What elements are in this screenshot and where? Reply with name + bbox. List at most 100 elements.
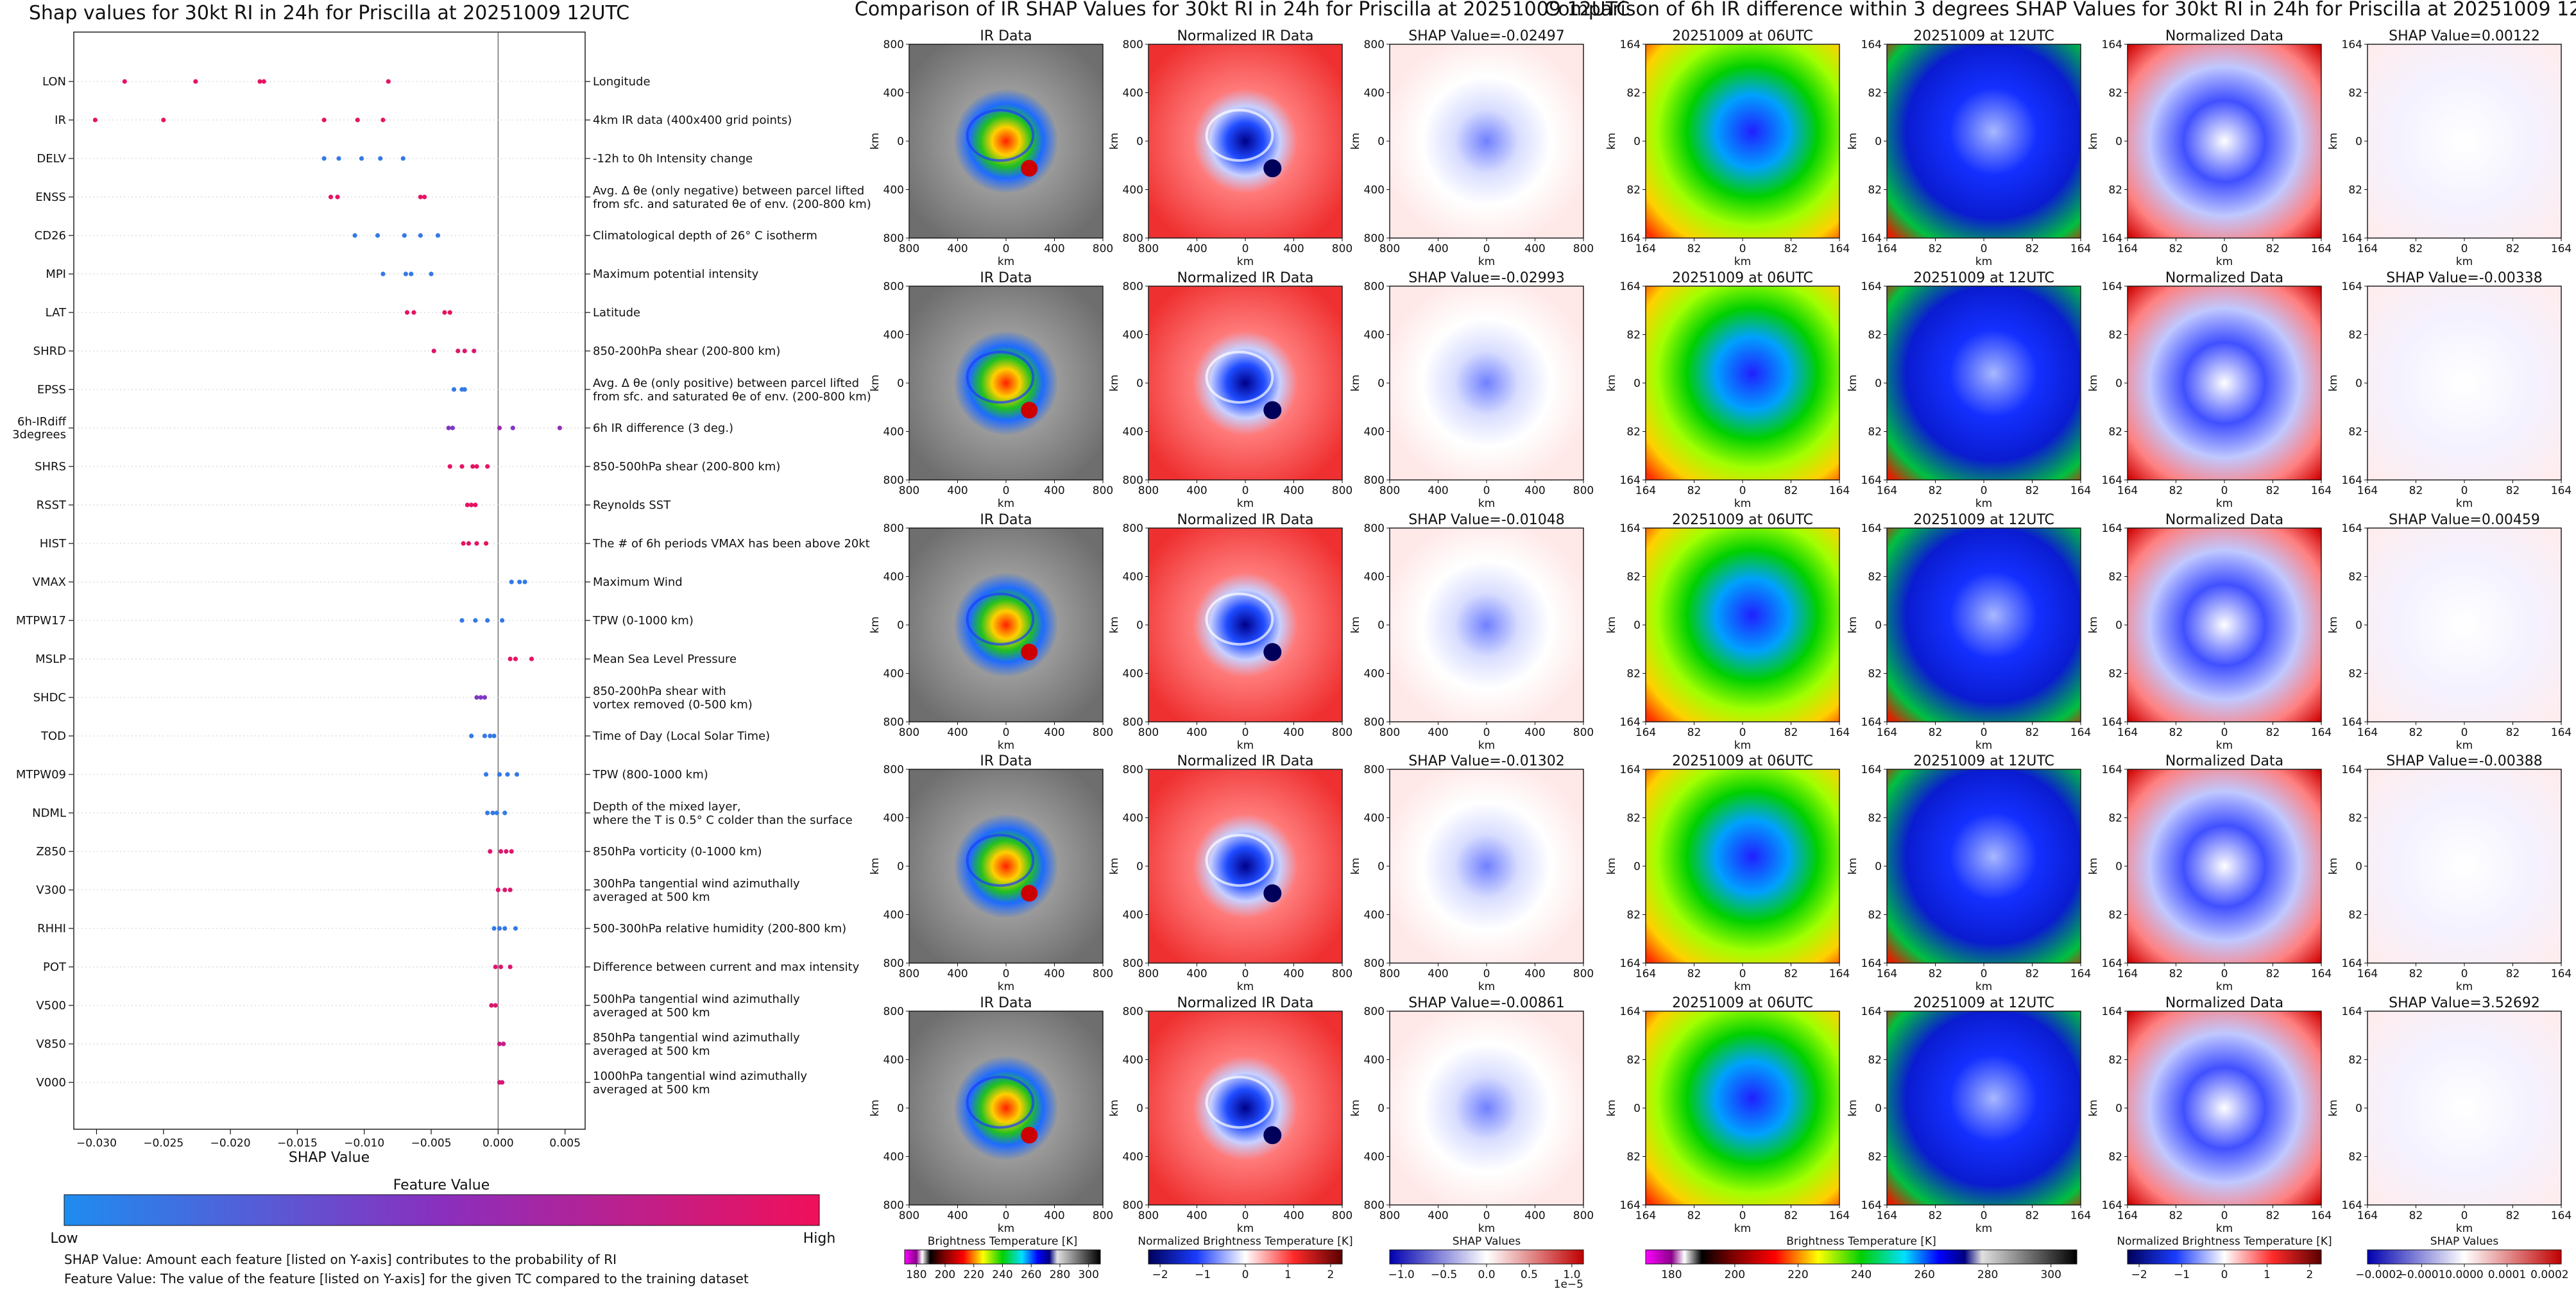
panel-x-label: km — [1975, 739, 1992, 752]
panel-y-tick-label: 164 — [1620, 474, 1641, 487]
panel-y-tick-label: 0 — [1136, 860, 1143, 873]
colorbar-title: Feature Value — [393, 1177, 490, 1193]
spiral-band — [1205, 350, 1274, 404]
feature-description-label: TPW (800-1000 km) — [592, 768, 708, 781]
panel-y-tick-label: 800 — [1123, 280, 1143, 293]
shap-point — [470, 464, 475, 469]
panel-image — [2128, 528, 2321, 722]
panel-image — [2128, 1011, 2321, 1205]
panel-y-tick-label: 400 — [1123, 329, 1143, 342]
panel-y-tick-label: 164 — [2342, 764, 2362, 776]
panel-title: Normalized Data — [2165, 270, 2283, 286]
panel-y-tick-label: 82 — [1868, 571, 1882, 584]
shap-point — [442, 310, 447, 315]
shap-point — [498, 964, 504, 969]
colorbar-label: SHAP Values — [2430, 1235, 2499, 1248]
panel-x-tick-label: 0 — [1483, 1209, 1490, 1222]
panel-y-tick-label: 400 — [1123, 812, 1143, 825]
panel-image — [1646, 1011, 1839, 1205]
storm-core — [1021, 160, 1038, 177]
panel-y-tick-label: 0 — [1136, 377, 1143, 390]
shap-summary-panel: Shap values for 30kt RI in 24h for Prisc… — [12, 2, 871, 1286]
panel-x-tick-label: 0 — [1739, 484, 1746, 497]
panel-x-tick-label: 0 — [2221, 726, 2228, 739]
panel-x-tick-label: 164 — [1635, 1209, 1656, 1222]
shap-point — [469, 502, 474, 508]
feature-description-label: Reynolds SST — [593, 499, 671, 512]
panel-title: Normalized IR Data — [1177, 270, 1313, 286]
panel-x-tick-label: 82 — [1687, 968, 1702, 980]
panel-x-tick-label: 800 — [899, 243, 919, 255]
colorbar-label: Brightness Temperature [K] — [928, 1235, 1077, 1248]
feature-name-label: TOD — [40, 730, 66, 743]
panel-y-tick-label: 164 — [1861, 716, 1882, 729]
panel-x-tick-label: 0 — [1003, 968, 1010, 980]
panel-y-label: km — [1847, 617, 1859, 633]
panel-y-label: km — [1847, 1100, 1859, 1116]
panel-x-tick-label: 800 — [1379, 1209, 1400, 1222]
panel-y-tick-label: 800 — [1123, 232, 1143, 245]
panel-y-tick-label: 82 — [1868, 329, 1882, 342]
feature-description-label: Climatological depth of 26° C isotherm — [593, 229, 817, 243]
feature-name-label: SHRS — [35, 460, 66, 474]
colorbar-tick-label: 260 — [1914, 1268, 1934, 1281]
panel-x-tick-label: 400 — [1283, 243, 1304, 255]
panel-y-tick-label: 164 — [1861, 1199, 1882, 1212]
panel-y-tick-label: 82 — [1626, 1054, 1641, 1067]
shap-point — [505, 772, 510, 777]
panel-x-label: km — [1975, 255, 1992, 268]
panel-y-tick-label: 800 — [1123, 38, 1143, 51]
shap-point — [409, 271, 414, 277]
shap-point — [400, 156, 405, 161]
panel-y-tick-label: 164 — [1620, 764, 1641, 776]
feature-description-label: 300hPa tangential wind azimuthally averag… — [593, 877, 800, 904]
x-tick-label: −0.010 — [344, 1137, 384, 1150]
panel-image — [1390, 286, 1583, 480]
x-axis-label: SHAP Value — [289, 1150, 370, 1166]
panel-y-tick-label: 400 — [1123, 87, 1143, 100]
panel-y-tick-label: 0 — [2115, 619, 2122, 632]
panel-y-tick-label: 0 — [1875, 619, 1882, 632]
panel-y-tick-label: 164 — [2102, 716, 2122, 729]
panel-y-tick-label: 400 — [883, 329, 904, 342]
panel-y-tick-label: 82 — [2348, 909, 2362, 922]
panel-x-tick-label: 400 — [1283, 726, 1304, 739]
diff-shap-panel: SHAP Value=0.001221641648282008282164164… — [2327, 28, 2572, 268]
shap-point — [494, 810, 499, 815]
feature-description-label: 850-200hPa shear with vortex removed (0-5… — [593, 685, 753, 712]
panel-y-tick-label: 164 — [2102, 957, 2122, 970]
feature-name-label: V300 — [36, 884, 66, 897]
shap-point — [122, 79, 127, 84]
shap-point — [489, 1003, 494, 1008]
panel-x-tick-label: 400 — [1524, 726, 1545, 739]
panel-image — [1390, 44, 1583, 238]
shap-point — [461, 541, 466, 546]
shap-point — [482, 695, 488, 700]
panel-y-tick-label: 0 — [2115, 135, 2122, 148]
panel-y-label: km — [1605, 858, 1618, 875]
feature-description-label: -12h to 0h Intensity change — [593, 152, 753, 166]
panel-title: 20251009 at 06UTC — [1672, 28, 1813, 44]
panel-x-tick-label: 82 — [1687, 484, 1702, 497]
panel-y-label: km — [1605, 617, 1618, 633]
panel-y-tick-label: 800 — [1364, 280, 1385, 293]
panel-image — [909, 1011, 1103, 1205]
panel-x-tick-label: 0 — [1242, 1209, 1249, 1222]
panel-y-label: km — [1847, 133, 1859, 149]
panel-image — [2128, 769, 2321, 963]
panel-title: Normalized Data — [2165, 512, 2283, 528]
panel-y-tick-label: 82 — [2348, 1151, 2362, 1164]
panel-y-label: km — [1605, 133, 1618, 149]
panel-y-tick-label: 82 — [1868, 909, 1882, 922]
panel-y-tick-label: 164 — [2342, 957, 2362, 970]
colorbar-tick-label: −1.0 — [1388, 1268, 1414, 1281]
panel-y-tick-label: 400 — [883, 1151, 904, 1164]
panel-y-tick-label: 82 — [2108, 812, 2122, 825]
panel-x-tick-label: 82 — [2409, 726, 2423, 739]
storm-core — [1021, 1127, 1038, 1144]
panel-title: 20251009 at 12UTC — [1913, 270, 2054, 286]
shap-point — [497, 926, 502, 931]
panel-y-tick-label: 82 — [2348, 87, 2362, 100]
panel-title: SHAP Value=0.00122 — [2389, 28, 2540, 44]
panel-x-tick-label: 82 — [2506, 726, 2520, 739]
